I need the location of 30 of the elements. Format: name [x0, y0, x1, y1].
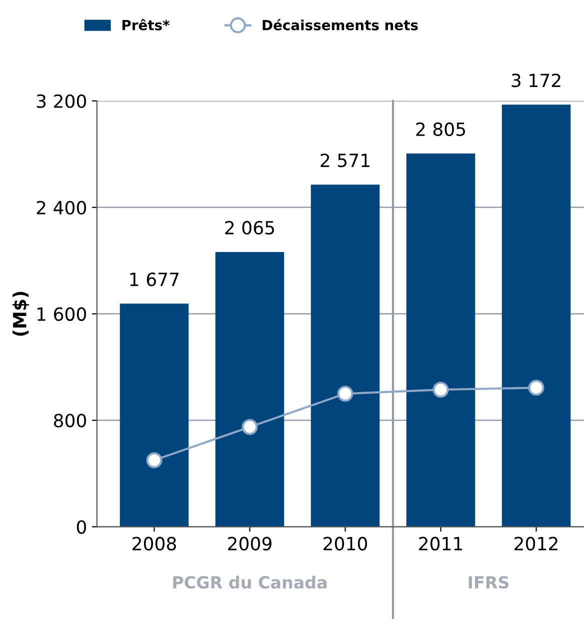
bar: [310, 184, 380, 527]
point: [528, 380, 544, 396]
y-tick-label: 800: [54, 414, 86, 428]
data-label: 3 172: [512, 74, 560, 88]
text: PCGR du Canada: [173, 576, 326, 589]
legend-label: Décaissements nets: [262, 19, 418, 30]
data-label: 2 805: [416, 122, 466, 136]
data-label: 1 677: [130, 272, 179, 286]
data-label: 2 571: [320, 154, 370, 168]
y-axis-title: (M$): [12, 292, 29, 336]
y-tick-label: 3 200: [36, 94, 86, 108]
y-tick-label: 2 400: [36, 200, 86, 214]
text: IFRS: [468, 576, 508, 589]
legend-label: Prêts*: [122, 19, 170, 30]
data-label: 2 065: [225, 220, 274, 235]
bar: [406, 153, 476, 527]
x-tick-label: 2008: [132, 536, 176, 550]
x-tick-label: 2009: [228, 536, 272, 550]
y-tick-label: 0: [76, 520, 86, 534]
point: [146, 452, 162, 468]
point: [432, 382, 449, 398]
bar: [120, 304, 189, 527]
x-tick-label: 2012: [514, 536, 558, 550]
point: [337, 386, 354, 402]
y-tick-label: 1 600: [38, 307, 86, 321]
x-tick-label: 2011: [419, 536, 462, 550]
x-tick-label: 2010: [324, 536, 368, 550]
bar: [215, 252, 284, 527]
point: [242, 418, 258, 435]
bar: [502, 104, 571, 527]
